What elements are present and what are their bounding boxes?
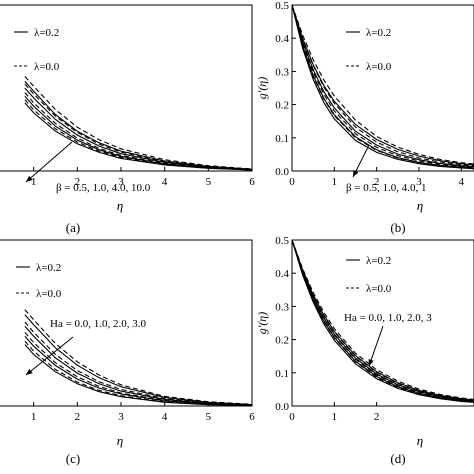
x-tick-label: 3 <box>118 176 124 188</box>
panel-caption: (c) <box>66 451 80 466</box>
series-line <box>291 239 474 402</box>
series-line <box>291 239 474 403</box>
y-tick-label: 0.2 <box>275 100 289 112</box>
series-line <box>291 239 474 401</box>
annotation-label: Ha = 0.0, 1.0, 2.0, 3 <box>344 312 432 324</box>
annotation-arrow-head <box>26 368 33 375</box>
panel-caption: (a) <box>66 220 80 235</box>
x-tick-label: 4 <box>459 176 465 188</box>
x-tick-label: 1 <box>332 411 338 423</box>
legend-label: λ=0.2 <box>366 255 391 267</box>
x-tick-label: 5 <box>206 176 212 188</box>
y-tick-label: 0.0 <box>275 401 289 413</box>
x-axis-label: η <box>117 433 123 448</box>
x-tick-label: 1 <box>332 176 338 188</box>
x-tick-label: 4 <box>162 411 168 423</box>
legend-label: λ=0.0 <box>366 61 392 73</box>
x-tick-label: 0 <box>289 176 295 188</box>
series-line <box>24 340 253 406</box>
y-axis-label: g'(η) <box>255 77 269 100</box>
legend-label: λ=0.0 <box>366 283 392 295</box>
series-line <box>291 4 474 168</box>
plot-frame <box>291 4 474 172</box>
y-tick-label: 0.3 <box>275 301 289 313</box>
y-tick-label: 0.2 <box>275 335 289 347</box>
series-line <box>24 314 253 406</box>
y-tick-label: 0.4 <box>275 268 289 280</box>
series-line <box>24 76 253 170</box>
legend-label: λ=0.0 <box>36 288 62 300</box>
x-tick-label: 2 <box>75 176 81 188</box>
y-tick-label: 0.5 <box>275 0 289 12</box>
x-tick-label: 5 <box>206 411 212 423</box>
annotation-arrow-head <box>368 359 374 366</box>
x-tick-label: 0 <box>289 411 295 423</box>
series-line <box>24 92 253 171</box>
annotation-label: β = 0.5, 1.0, 4.0, 10.0 <box>56 182 151 194</box>
series-line <box>24 344 253 406</box>
x-tick-label: 2 <box>75 411 81 423</box>
series-line <box>291 4 474 168</box>
legend-label: λ=0.0 <box>34 61 60 73</box>
series-line <box>24 99 253 171</box>
annotation-arrow-head <box>26 175 33 182</box>
series-line <box>291 239 474 403</box>
y-tick-label: 0.1 <box>275 133 289 145</box>
annotation-arrow-head <box>353 170 359 177</box>
series-line <box>291 4 474 169</box>
x-axis-label: η <box>417 433 423 448</box>
x-tick-label: 3 <box>118 411 124 423</box>
annotation-label: Ha = 0.0, 1.0, 2.0, 3.0 <box>50 318 147 330</box>
series-line <box>291 4 474 165</box>
annotation-arrow-shaft <box>25 141 73 183</box>
panel-caption: (d) <box>390 451 405 466</box>
x-tick-label: 4 <box>162 176 168 188</box>
series-line <box>24 83 253 170</box>
y-tick-label: 0.1 <box>275 368 289 380</box>
plot-frame <box>291 239 474 407</box>
legend-label: λ=0.2 <box>36 262 61 274</box>
annotation-arrow-shaft <box>368 325 384 367</box>
y-tick-label: 0.3 <box>275 66 289 78</box>
y-axis-label: g'(η) <box>255 312 269 335</box>
series-line <box>24 321 253 406</box>
series-line <box>291 4 474 167</box>
x-axis-label: η <box>117 198 123 213</box>
series-line <box>24 309 253 405</box>
y-tick-label: 0.4 <box>275 33 289 45</box>
x-axis-label: η <box>417 198 423 213</box>
series-line <box>291 4 474 170</box>
series-line <box>291 239 474 401</box>
series-line <box>291 239 474 400</box>
y-tick-label: 0.0 <box>275 166 289 178</box>
x-tick-label: 1 <box>31 411 37 423</box>
annotation-label: β = 0.5, 1.0, 4.0, 1 <box>346 182 427 194</box>
annotation-arrow-shaft <box>25 336 74 376</box>
legend-label: λ=0.2 <box>366 27 391 39</box>
x-tick-label: 2 <box>374 176 380 188</box>
x-tick-label: 6 <box>249 411 255 423</box>
y-tick-label: 0.5 <box>275 235 289 247</box>
x-tick-label: 2 <box>374 411 380 423</box>
x-tick-label: 1 <box>31 176 37 188</box>
panel-caption: (b) <box>390 220 405 235</box>
x-tick-label: 3 <box>416 176 422 188</box>
legend-label: λ=0.2 <box>34 27 59 39</box>
x-tick-label: 6 <box>249 176 255 188</box>
